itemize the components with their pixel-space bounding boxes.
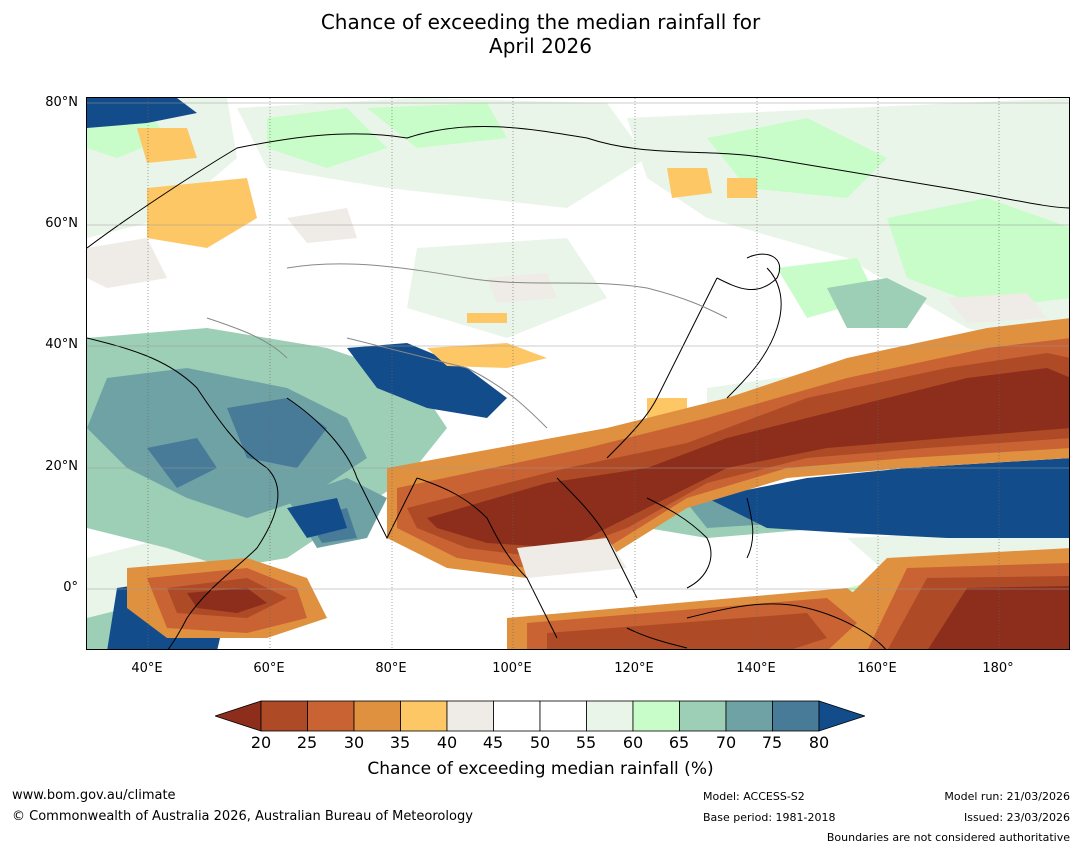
lat-label-40n: 40°N xyxy=(45,337,78,352)
rainfall-map xyxy=(86,97,1070,650)
title-line-1: Chance of exceeding the median rainfall … xyxy=(320,10,761,34)
lat-label-80n: 80°N xyxy=(45,95,78,110)
footer-model: Model: ACCESS-S2 xyxy=(703,790,805,803)
lat-label-20n: 20°N xyxy=(45,459,78,474)
lon-label-140e: 140°E xyxy=(736,661,776,676)
colorbar-tick-45: 45 xyxy=(482,733,504,752)
lon-label-180: 180° xyxy=(982,661,1014,676)
map-title: Chance of exceeding the median rainfall … xyxy=(0,10,1081,58)
colorbar-cell xyxy=(260,700,308,732)
lat-label-0: 0° xyxy=(63,580,78,595)
lat-label-60n: 60°N xyxy=(45,216,78,231)
colorbar-tick-20: 20 xyxy=(250,733,272,752)
colorbar-cell xyxy=(679,700,727,732)
title-line-2: April 2026 xyxy=(489,34,592,58)
colorbar-arrow-low xyxy=(215,700,262,732)
colorbar-cell xyxy=(725,700,773,732)
footer-copyright: © Commonwealth of Australia 2026, Austra… xyxy=(12,809,473,824)
colorbar-title: Chance of exceeding median rainfall (%) xyxy=(367,759,714,779)
colorbar-tick-80: 80 xyxy=(808,733,830,752)
colorbar-tick-75: 75 xyxy=(761,733,783,752)
colorbar-cell xyxy=(539,700,587,732)
colorbar-tick-30: 30 xyxy=(343,733,365,752)
colorbar-cell xyxy=(632,700,680,732)
lon-label-60e: 60°E xyxy=(253,661,285,676)
lon-label-100e: 100°E xyxy=(492,661,532,676)
footer-url: www.bom.gov.au/climate xyxy=(12,788,176,803)
lon-label-80e: 80°E xyxy=(375,661,407,676)
colorbar-tick-65: 65 xyxy=(668,733,690,752)
colorbar-tick-25: 25 xyxy=(296,733,318,752)
colorbar-tick-35: 35 xyxy=(389,733,411,752)
footer-base-period: Base period: 1981-2018 xyxy=(703,811,836,824)
colorbar-tick-55: 55 xyxy=(575,733,597,752)
footer-issued: Issued: 23/03/2026 xyxy=(963,811,1070,824)
colorbar-cell xyxy=(400,700,448,732)
colorbar-cell xyxy=(772,700,820,732)
colorbar-tick-40: 40 xyxy=(436,733,458,752)
colorbar-arrow-high xyxy=(818,700,865,732)
colorbar-tick-70: 70 xyxy=(715,733,737,752)
lon-label-160e: 160°E xyxy=(857,661,897,676)
colorbar-tick-60: 60 xyxy=(622,733,644,752)
lon-label-120e: 120°E xyxy=(614,661,654,676)
lon-label-40e: 40°E xyxy=(131,661,163,676)
footer-model-run: Model run: 21/03/2026 xyxy=(944,790,1070,803)
footer-disclaimer: Boundaries are not considered authoritat… xyxy=(826,831,1070,844)
colorbar xyxy=(215,700,865,732)
colorbar-cell xyxy=(586,700,634,732)
colorbar-cell xyxy=(353,700,401,732)
colorbar-cell xyxy=(493,700,541,732)
colorbar-tick-50: 50 xyxy=(529,733,551,752)
colorbar-cell xyxy=(307,700,355,732)
colorbar-cell xyxy=(446,700,494,732)
